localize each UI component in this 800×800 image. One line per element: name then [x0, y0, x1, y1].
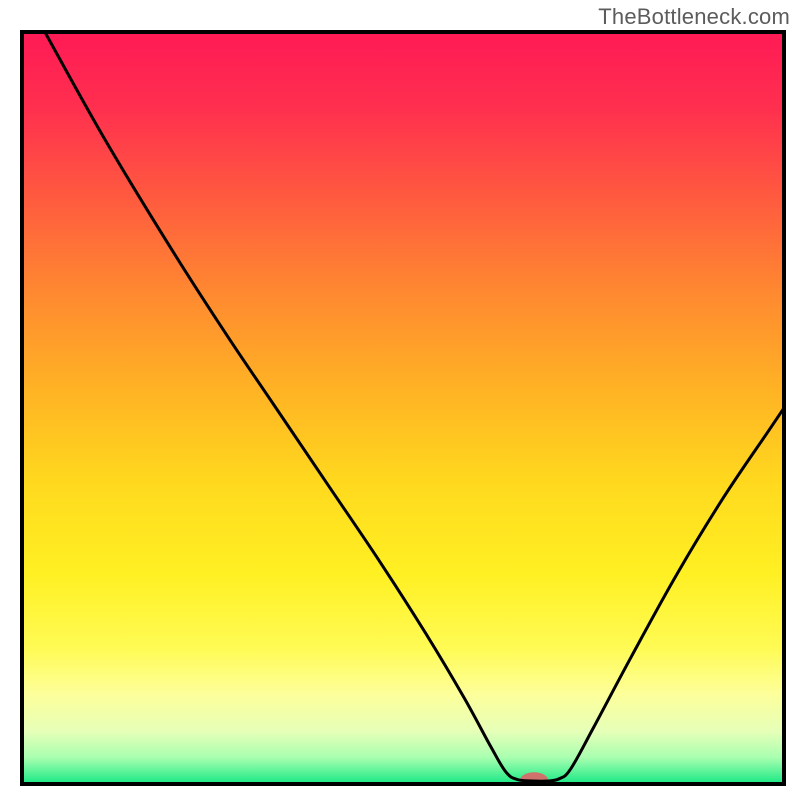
watermark-text: TheBottleneck.com	[598, 4, 790, 30]
bottleneck-chart	[0, 0, 800, 800]
chart-plot-background	[22, 32, 784, 784]
chart-container: TheBottleneck.com	[0, 0, 800, 800]
